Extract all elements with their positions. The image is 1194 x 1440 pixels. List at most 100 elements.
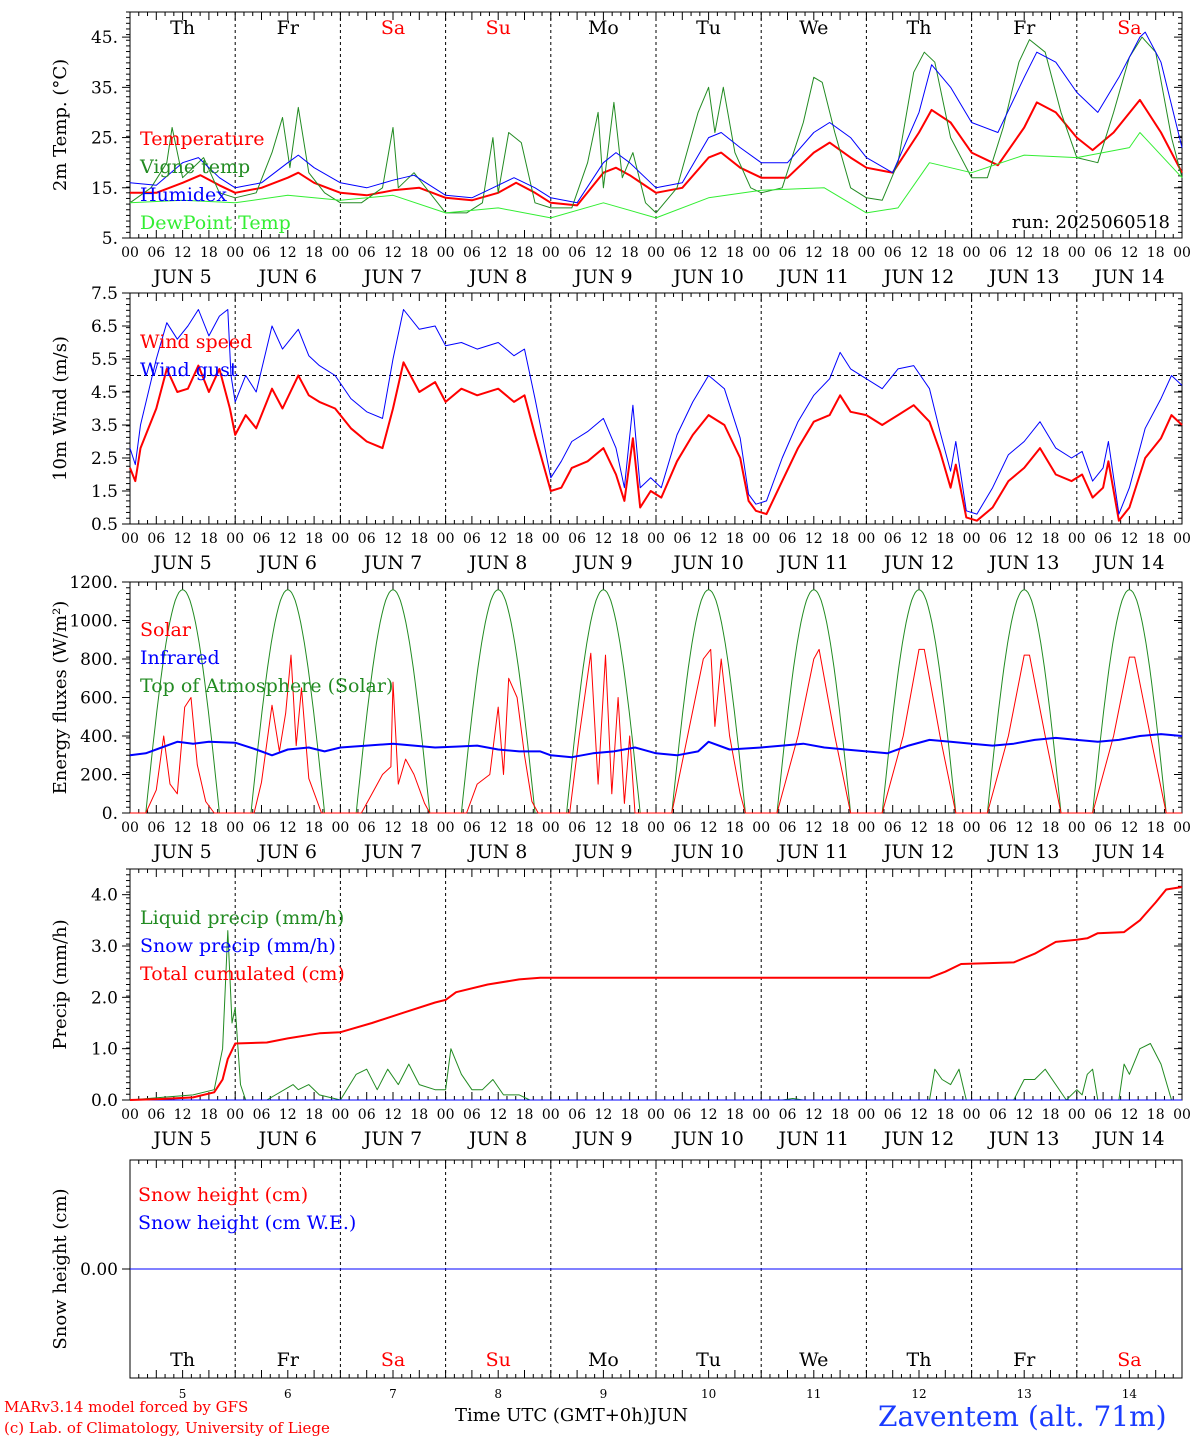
hour-tick-label: 00 <box>1173 531 1191 547</box>
hour-tick-label: 18 <box>410 531 428 547</box>
y-axis-label: Snow height (cm) <box>50 1188 71 1349</box>
hour-tick-label: 12 <box>805 820 823 836</box>
series-line <box>129 36 1183 214</box>
hour-tick-label: 18 <box>621 1107 639 1123</box>
hour-tick-label: 00 <box>542 1107 560 1123</box>
hour-tick-label: 12 <box>700 531 718 547</box>
hour-tick-label: 00 <box>752 531 770 547</box>
hour-tick-label: 18 <box>200 531 218 547</box>
hour-tick-label: 18 <box>305 1107 323 1123</box>
legend-entry: Temperature <box>140 128 264 150</box>
hour-tick-label: 18 <box>726 245 744 261</box>
hour-tick-label: 06 <box>884 820 902 836</box>
hour-tick-label: 18 <box>1147 820 1165 836</box>
hour-tick-label: 06 <box>779 531 797 547</box>
lab-credit: (c) Lab. of Climatology, University of L… <box>4 1419 330 1437</box>
hour-tick-label: 12 <box>700 245 718 261</box>
hour-tick-label: 06 <box>884 245 902 261</box>
day-name-label: Fr <box>1013 1349 1036 1371</box>
date-label: JUN 7 <box>362 1128 422 1150</box>
y-tick-label: 0.0 <box>91 1091 118 1111</box>
hour-tick-label: 06 <box>147 1107 165 1123</box>
date-label: JUN 8 <box>467 552 527 574</box>
legend-entry: Snow height (cm W.E.) <box>138 1212 356 1234</box>
date-label: JUN 13 <box>987 841 1059 863</box>
date-label: JUN 13 <box>987 552 1059 574</box>
date-label: JUN 5 <box>151 1128 211 1150</box>
hour-tick-label: 06 <box>673 1107 691 1123</box>
hour-tick-label: 12 <box>384 531 402 547</box>
hour-tick-label: 06 <box>568 820 586 836</box>
date-label: JUN 6 <box>257 266 317 288</box>
toa-solar-line <box>250 589 326 814</box>
hour-tick-label: 06 <box>989 1107 1007 1123</box>
hour-tick-label: 00 <box>226 820 244 836</box>
x-axis-title: Time UTC (GMT+0h) <box>455 1405 650 1426</box>
day-name-label: Sa <box>381 1349 405 1371</box>
hour-tick-label: 18 <box>936 1107 954 1123</box>
chart-panel-3: 0. 200. 400. 600. 800. 1000. 1200. Energy fluxe… <box>50 573 1191 863</box>
hour-tick-label: 06 <box>1094 820 1112 836</box>
y-tick-label: 0. <box>102 804 118 824</box>
hour-tick-label: 18 <box>305 531 323 547</box>
hour-tick-label: 12 <box>279 531 297 547</box>
hour-tick-label: 06 <box>147 531 165 547</box>
chart-panel-1: 5. 15. 25. 35. 45. 2m Temp. (°C) Temperature Vi… <box>50 11 1191 288</box>
hour-tick-label: 12 <box>489 245 507 261</box>
day-number-label: 6 <box>284 1387 292 1401</box>
hour-tick-label: 18 <box>200 245 218 261</box>
day-number-label: 5 <box>179 1387 187 1401</box>
hour-tick-label: 06 <box>358 245 376 261</box>
hour-tick-label: 06 <box>989 245 1007 261</box>
hour-tick-label: 06 <box>253 820 271 836</box>
hour-tick-label: 18 <box>305 245 323 261</box>
day-name-label: Tu <box>696 17 721 39</box>
day-name-label: Mo <box>588 1349 619 1371</box>
hour-tick-label: 00 <box>226 531 244 547</box>
date-label: JUN 12 <box>882 552 954 574</box>
hour-tick-label: 12 <box>1120 531 1138 547</box>
toa-solar-line <box>881 589 957 814</box>
hour-tick-label: 00 <box>437 245 455 261</box>
hour-tick-label: 00 <box>647 820 665 836</box>
hour-tick-label: 06 <box>1094 1107 1112 1123</box>
hour-tick-label: 00 <box>1068 820 1086 836</box>
hour-tick-label: 18 <box>516 820 534 836</box>
hour-tick-label: 12 <box>489 531 507 547</box>
y-tick-label: 1.5 <box>91 482 118 502</box>
date-label: JUN 9 <box>572 841 632 863</box>
hour-tick-label: 00 <box>1068 531 1086 547</box>
day-number-label: 13 <box>1017 1387 1032 1401</box>
hour-tick-label: 00 <box>1068 245 1086 261</box>
hour-tick-label: 00 <box>1173 1107 1191 1123</box>
hour-tick-label: 06 <box>673 245 691 261</box>
hour-tick-label: 06 <box>147 245 165 261</box>
y-tick-label: 5. <box>102 229 118 249</box>
hour-tick-label: 06 <box>147 820 165 836</box>
date-label: JUN 8 <box>467 1128 527 1150</box>
hour-tick-label: 18 <box>410 1107 428 1123</box>
day-name-label: Fr <box>277 17 300 39</box>
day-number-label: 10 <box>701 1387 716 1401</box>
hour-tick-label: 12 <box>805 245 823 261</box>
toa-solar-line <box>566 589 641 814</box>
date-label: JUN 10 <box>671 841 743 863</box>
model-credit: MARv3.14 model forced by GFS <box>4 1398 249 1416</box>
hour-tick-label: 18 <box>200 1107 218 1123</box>
y-axis-label: 10m Wind (m/s) <box>50 336 71 481</box>
hour-tick-label: 00 <box>437 1107 455 1123</box>
legend-entry: Snow precip (mm/h) <box>140 935 336 957</box>
date-label: JUN 8 <box>467 841 527 863</box>
hour-tick-label: 12 <box>805 1107 823 1123</box>
y-tick-label: 7.5 <box>91 284 118 304</box>
hour-tick-label: 00 <box>121 531 139 547</box>
hour-tick-label: 12 <box>384 820 402 836</box>
y-tick-label: 3.0 <box>91 937 118 957</box>
hour-tick-label: 18 <box>1042 1107 1060 1123</box>
series-line <box>129 309 1183 515</box>
hour-tick-label: 18 <box>305 820 323 836</box>
date-label: JUN 13 <box>987 266 1059 288</box>
toa-solar-line <box>460 589 536 814</box>
hour-tick-label: 06 <box>989 820 1007 836</box>
run-annotation: run: 2025060518 <box>1012 212 1170 233</box>
